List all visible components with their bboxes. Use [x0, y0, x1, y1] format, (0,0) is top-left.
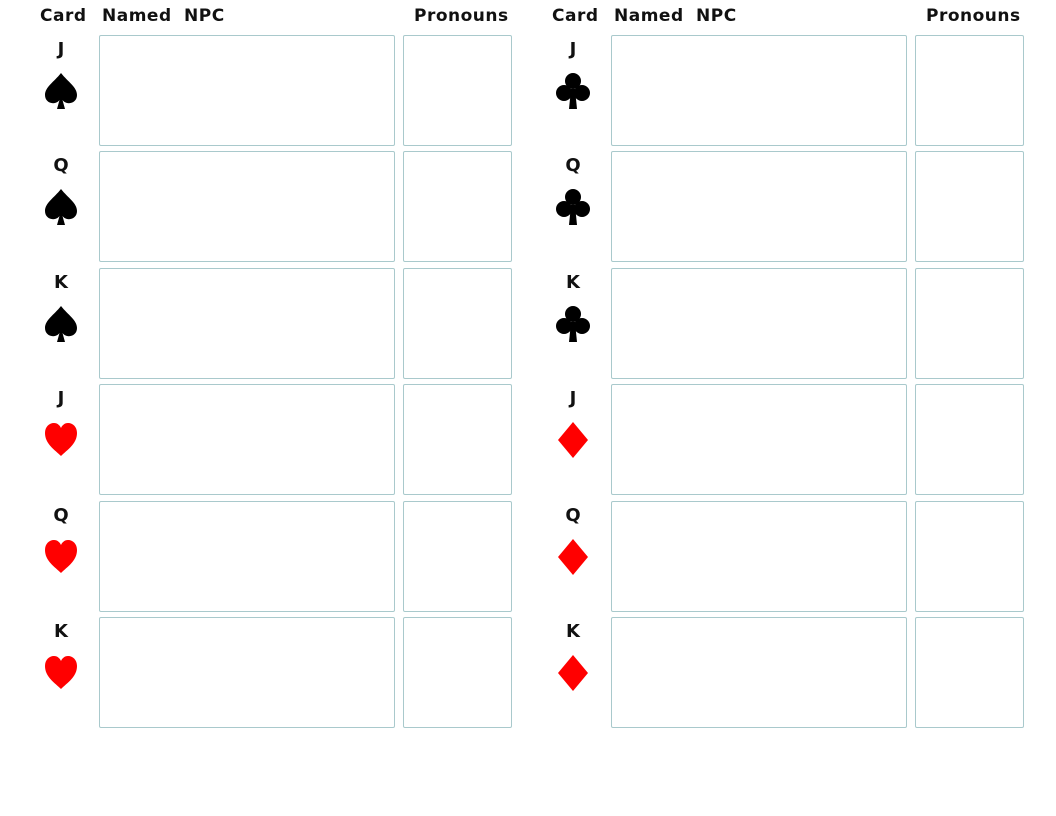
card-rank: J: [57, 388, 65, 409]
heart-icon: [45, 656, 77, 689]
npc-name-field[interactable]: [611, 151, 907, 262]
npc-name-field[interactable]: [99, 268, 395, 379]
pronouns-field[interactable]: [403, 617, 512, 728]
pronouns-field[interactable]: [403, 384, 512, 495]
card-rank: K: [54, 272, 68, 293]
header-named-npc: Named NPC: [614, 6, 737, 26]
pronouns-field[interactable]: [915, 384, 1024, 495]
table-row: Q: [25, 151, 515, 264]
card-rank: Q: [565, 505, 581, 526]
pronouns-field[interactable]: [403, 268, 512, 379]
table-row: J: [537, 35, 1027, 148]
table-row: J: [25, 384, 515, 497]
npc-name-field[interactable]: [611, 268, 907, 379]
npc-name-field[interactable]: [99, 151, 395, 262]
header-pronouns: Pronouns: [414, 6, 509, 26]
pronouns-field[interactable]: [915, 151, 1024, 262]
card-rank: Q: [53, 505, 69, 526]
npc-table-left: Card Named NPC Pronouns J Q K J Q: [25, 0, 515, 740]
table-row: K: [537, 617, 1027, 730]
card-rank: J: [569, 39, 577, 60]
npc-name-field[interactable]: [611, 384, 907, 495]
npc-name-field[interactable]: [99, 501, 395, 612]
spade-icon: [45, 306, 77, 342]
npc-name-field[interactable]: [99, 384, 395, 495]
diamond-icon: [558, 422, 588, 458]
header-pronouns: Pronouns: [926, 6, 1021, 26]
club-icon: [556, 306, 590, 342]
npc-name-field[interactable]: [611, 501, 907, 612]
table-row: J: [537, 384, 1027, 497]
card-rank: J: [569, 388, 577, 409]
pronouns-field[interactable]: [403, 35, 512, 146]
card-rank: K: [566, 621, 580, 642]
card-rank: K: [54, 621, 68, 642]
table-row: Q: [537, 501, 1027, 614]
pronouns-field[interactable]: [915, 268, 1024, 379]
heart-icon: [45, 540, 77, 573]
card-rank: Q: [53, 155, 69, 176]
pronouns-field[interactable]: [915, 35, 1024, 146]
spade-icon: [45, 189, 77, 225]
npc-table-right: Card Named NPC Pronouns J Q K: [537, 0, 1027, 740]
pronouns-field[interactable]: [915, 501, 1024, 612]
card-rank: K: [566, 272, 580, 293]
pronouns-field[interactable]: [915, 617, 1024, 728]
table-row: Q: [25, 501, 515, 614]
pronouns-field[interactable]: [403, 501, 512, 612]
club-icon: [556, 73, 590, 109]
heart-icon: [45, 423, 77, 456]
table-row: Q: [537, 151, 1027, 264]
diamond-icon: [558, 539, 588, 575]
header-card: Card: [552, 6, 599, 26]
table-row: K: [537, 268, 1027, 381]
table-row: J: [25, 35, 515, 148]
card-rank: Q: [565, 155, 581, 176]
header-card: Card: [40, 6, 87, 26]
npc-name-field[interactable]: [611, 617, 907, 728]
header-named-npc: Named NPC: [102, 6, 225, 26]
table-row: K: [25, 268, 515, 381]
card-rank: J: [57, 39, 65, 60]
npc-name-field[interactable]: [99, 35, 395, 146]
spade-icon: [45, 73, 77, 109]
diamond-icon: [558, 655, 588, 691]
club-icon: [556, 189, 590, 225]
npc-name-field[interactable]: [611, 35, 907, 146]
npc-name-field[interactable]: [99, 617, 395, 728]
pronouns-field[interactable]: [403, 151, 512, 262]
table-row: K: [25, 617, 515, 730]
